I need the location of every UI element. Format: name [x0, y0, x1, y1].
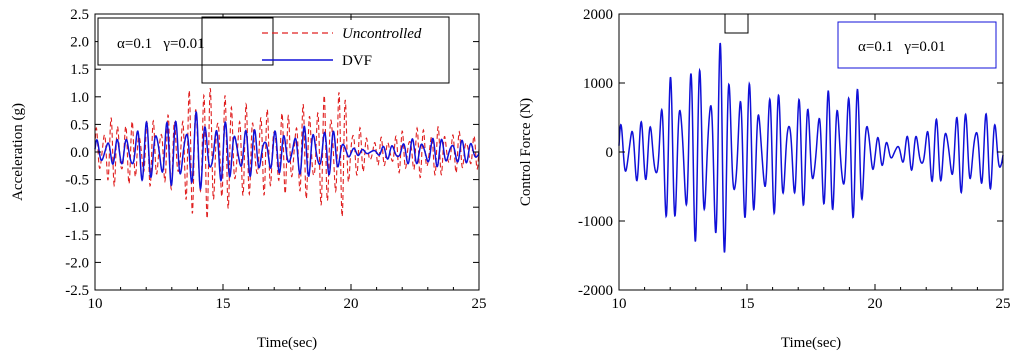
acceleration-y-ticks: -2.5 -2.0 -1.5 -1.0 -0.5 0.0 0.5 1.0 1.5 2.0 2.5 [65, 7, 479, 299]
control-force-x-tick-label: 20 [868, 296, 883, 312]
acceleration-y-axis-label: Acceleration (g) [10, 103, 26, 201]
control-force-y-axis-label: Control Force (N) [518, 98, 534, 206]
control-force-param-box [837, 21, 997, 69]
acceleration-y-tick-label: -1.5 [65, 228, 89, 244]
control-force-y-tick-label: 2000 [583, 7, 613, 23]
legend-dvf-label: DVF [342, 53, 372, 69]
control-force-y-tick-label: -2000 [578, 283, 613, 299]
acceleration-x-axis-label: Time(sec) [257, 335, 317, 351]
acceleration-x-ticks: 10 15 20 25 [88, 14, 487, 312]
legend-uncontrolled-label: Uncontrolled [342, 26, 422, 42]
acceleration-y-tick-label: -1.0 [65, 200, 89, 216]
control-force-param-text: α=0.1 γ=0.01 [858, 39, 946, 55]
acceleration-y-tick-label: 2.0 [70, 35, 89, 51]
acceleration-series-dvf-line [94, 110, 480, 191]
acceleration-series-group [94, 88, 480, 219]
acceleration-y-tick-label: 0.5 [70, 117, 89, 133]
acceleration-y-tick-label: 0.0 [70, 145, 89, 161]
control-force-x-tick-label: 15 [740, 296, 755, 312]
acceleration-x-tick-label: 15 [216, 296, 231, 312]
acceleration-y-tick-label: 2.5 [70, 7, 89, 23]
control-force-y-ticks: -2000 -1000 0 1000 2000 [578, 7, 1003, 299]
acceleration-y-tick-label: 1.0 [70, 90, 89, 106]
acceleration-x-tick-label: 20 [344, 296, 359, 312]
acceleration-y-tick-label: -2.5 [65, 283, 89, 299]
acceleration-x-tick-label: 25 [472, 296, 487, 312]
acceleration-param-box [97, 17, 274, 66]
control-force-x-tick-label: 10 [612, 296, 627, 312]
control-force-x-ticks: 10 15 20 25 [612, 14, 1011, 312]
acceleration-x-tick-label: 10 [88, 296, 103, 312]
control-force-y-tick-label: -1000 [578, 214, 613, 230]
control-force-x-tick-label: 25 [996, 296, 1011, 312]
control-force-series-line0-line [618, 42, 1004, 253]
control-force-chart: 10 15 20 25 -2000 -1000 0 1000 2000 Time(sec) C… [518, 7, 1011, 351]
control-force-y-tick-label: 1000 [583, 76, 613, 92]
control-force-series-group [618, 42, 1004, 253]
control-force-empty-marker-box [724, 13, 749, 34]
acceleration-chart: 10 15 20 25 -2.5 -2.0 -1.5 -1.0 -0.5 0.0 0.5 1.0 1.… [10, 7, 487, 351]
acceleration-y-tick-label: -0.5 [65, 173, 89, 189]
acceleration-y-tick-label: -2.0 [65, 255, 89, 271]
acceleration-legend-box [201, 16, 450, 84]
control-force-y-tick-label: 0 [606, 145, 614, 161]
acceleration-y-tick-label: 1.5 [70, 62, 89, 78]
acceleration-param-text: α=0.1 γ=0.01 [117, 36, 205, 52]
control-force-x-axis-label: Time(sec) [781, 335, 841, 351]
